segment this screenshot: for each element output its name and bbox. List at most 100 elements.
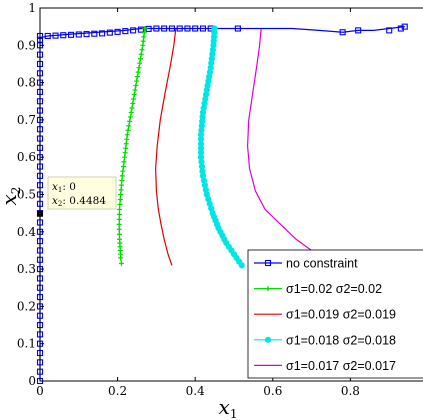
series-marker	[140, 38, 146, 44]
series-marker	[140, 42, 146, 48]
series-marker	[130, 100, 136, 106]
series-marker	[116, 231, 122, 237]
x-tick-label: 0.4	[186, 384, 205, 398]
series-marker	[168, 25, 175, 32]
legend-label: no constraint	[286, 257, 358, 271]
series-marker	[138, 51, 144, 57]
series-marker	[122, 150, 128, 156]
y-tick-label: 0	[28, 374, 36, 388]
series-marker	[153, 25, 160, 32]
series-marker	[397, 25, 404, 32]
y-tick-label: 0.8	[17, 76, 36, 90]
legend-entry: σ1=0.019 σ2=0.019	[254, 308, 396, 322]
datatip[interactable]: x1: 0 x2: 0.4484	[37, 176, 117, 217]
series-marker	[133, 83, 139, 89]
series-marker	[192, 25, 199, 32]
series-marker	[128, 109, 134, 115]
series-marker	[117, 196, 123, 202]
series-marker	[123, 145, 129, 151]
series-marker	[124, 136, 130, 142]
series-marker	[401, 23, 408, 30]
series-marker	[117, 201, 123, 207]
series-marker	[238, 262, 245, 269]
series-marker	[75, 31, 82, 38]
series-marker	[139, 47, 145, 53]
series-marker	[264, 259, 272, 267]
series-marker	[125, 127, 131, 133]
y-tick-label: 0.1	[17, 337, 36, 351]
series-marker	[142, 26, 148, 32]
series-marker	[91, 30, 98, 37]
ticks-layer: 0 0.2 0.4 0.6 0.8 1 0 0.1 0.2 0.3 0.4 0.5 0.6 0.7 0.8 0…	[17, 1, 360, 398]
series-marker	[141, 34, 147, 40]
series-marker	[386, 27, 393, 34]
datatip-y: x2: 0.4484	[52, 195, 106, 208]
series-2	[155, 28, 177, 266]
series-marker	[67, 31, 75, 38]
series-marker	[52, 32, 59, 39]
series-marker	[234, 25, 241, 32]
series-marker	[131, 96, 137, 102]
series-marker	[132, 87, 138, 93]
series-marker	[119, 173, 125, 179]
series-marker	[199, 25, 207, 32]
series-marker	[99, 30, 106, 37]
series-line	[246, 28, 328, 259]
series-marker	[131, 92, 137, 98]
series-marker	[161, 25, 168, 32]
y-tick-label: 0.4	[17, 225, 36, 239]
legend-label: σ1=0.017 σ2=0.017	[286, 359, 396, 373]
series-marker	[120, 168, 126, 174]
y-tick-label: 0.7	[17, 113, 36, 127]
series-marker	[118, 255, 124, 261]
series-marker	[126, 123, 132, 129]
series-marker	[137, 56, 143, 62]
series-marker	[129, 105, 135, 111]
series-marker	[118, 192, 124, 197]
series-marker	[118, 261, 124, 267]
series-marker	[117, 206, 123, 212]
series-marker	[176, 25, 183, 32]
legend-label: σ1=0.02 σ2=0.02	[286, 282, 382, 296]
series-marker	[116, 221, 122, 227]
series-marker	[130, 27, 137, 34]
series-marker	[121, 159, 127, 165]
series-marker	[265, 286, 271, 292]
legend-label: σ1=0.019 σ2=0.019	[286, 308, 396, 322]
series-layer	[36, 23, 408, 385]
legend-label: σ1=0.018 σ2=0.018	[286, 333, 396, 347]
legend-entry: σ1=0.017 σ2=0.017	[254, 359, 396, 373]
legend-entry: σ1=0.02 σ2=0.02	[254, 282, 382, 296]
y-tick-label: 0.3	[17, 262, 36, 276]
legend: no constraint σ1=0.02 σ2=0.02 σ1=0.019 σ2=…	[247, 249, 423, 379]
y-tick-label: 0.5	[17, 188, 36, 202]
series-marker	[134, 78, 140, 84]
x-tick-label: 0.2	[108, 384, 127, 398]
series-marker	[135, 69, 141, 75]
y-tick-label: 0.9	[17, 38, 36, 52]
y-tick-label: 1	[28, 1, 36, 15]
series-line	[155, 28, 177, 266]
series-marker	[127, 118, 133, 124]
series-marker	[116, 226, 122, 232]
series-marker	[355, 27, 362, 34]
series-marker	[116, 216, 122, 222]
series-marker	[123, 141, 129, 147]
series-marker	[83, 31, 90, 38]
series-marker	[119, 178, 125, 184]
series-3	[197, 25, 245, 269]
series-marker	[114, 28, 121, 35]
y-tick-label: 0.6	[17, 150, 36, 164]
datatip-marker	[37, 210, 43, 217]
series-marker	[264, 336, 272, 343]
datatip-x: x1: 0	[52, 181, 76, 194]
series-marker	[124, 132, 130, 138]
y-axis-label: x2	[0, 187, 23, 206]
series-marker	[134, 74, 140, 80]
series-marker	[122, 154, 128, 160]
legend-entry: σ1=0.018 σ2=0.018	[254, 333, 396, 347]
series-1	[116, 26, 148, 267]
series-marker	[137, 26, 144, 33]
series-marker	[60, 32, 67, 39]
